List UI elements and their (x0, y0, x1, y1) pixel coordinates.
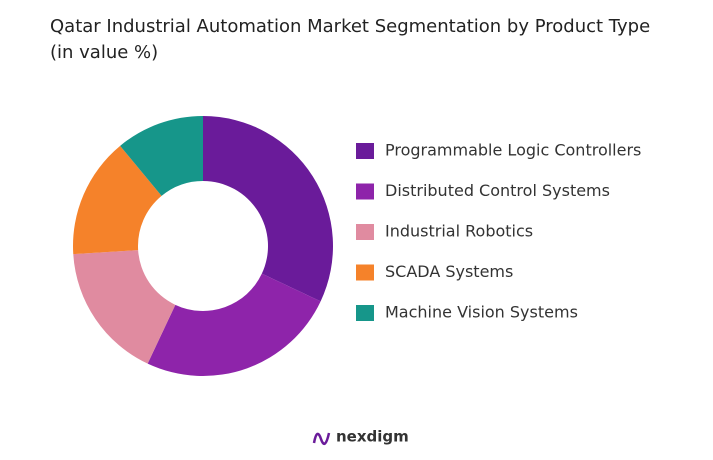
brand-name: nexdigm (336, 428, 409, 446)
legend-label: Distributed Control Systems (385, 181, 610, 200)
legend-label: Machine Vision Systems (385, 303, 578, 322)
slice (72, 145, 162, 255)
legend-label: Programmable Logic Controllers (385, 141, 641, 160)
legend-swatch (356, 264, 374, 281)
legend-swatch (356, 143, 374, 159)
legend-swatch (356, 305, 374, 321)
slice (203, 116, 333, 302)
legend-label: Industrial Robotics (385, 222, 533, 241)
brand-icon (312, 432, 331, 446)
legend-swatch (356, 224, 374, 240)
slice (147, 273, 321, 376)
legend-swatch (356, 183, 374, 200)
slice (120, 116, 203, 196)
slice (73, 250, 176, 364)
brand-logo: nexdigm (312, 428, 409, 446)
chart-title: Qatar Industrial Automation Market Segme… (50, 16, 651, 63)
legend-label: SCADA Systems (385, 262, 513, 281)
